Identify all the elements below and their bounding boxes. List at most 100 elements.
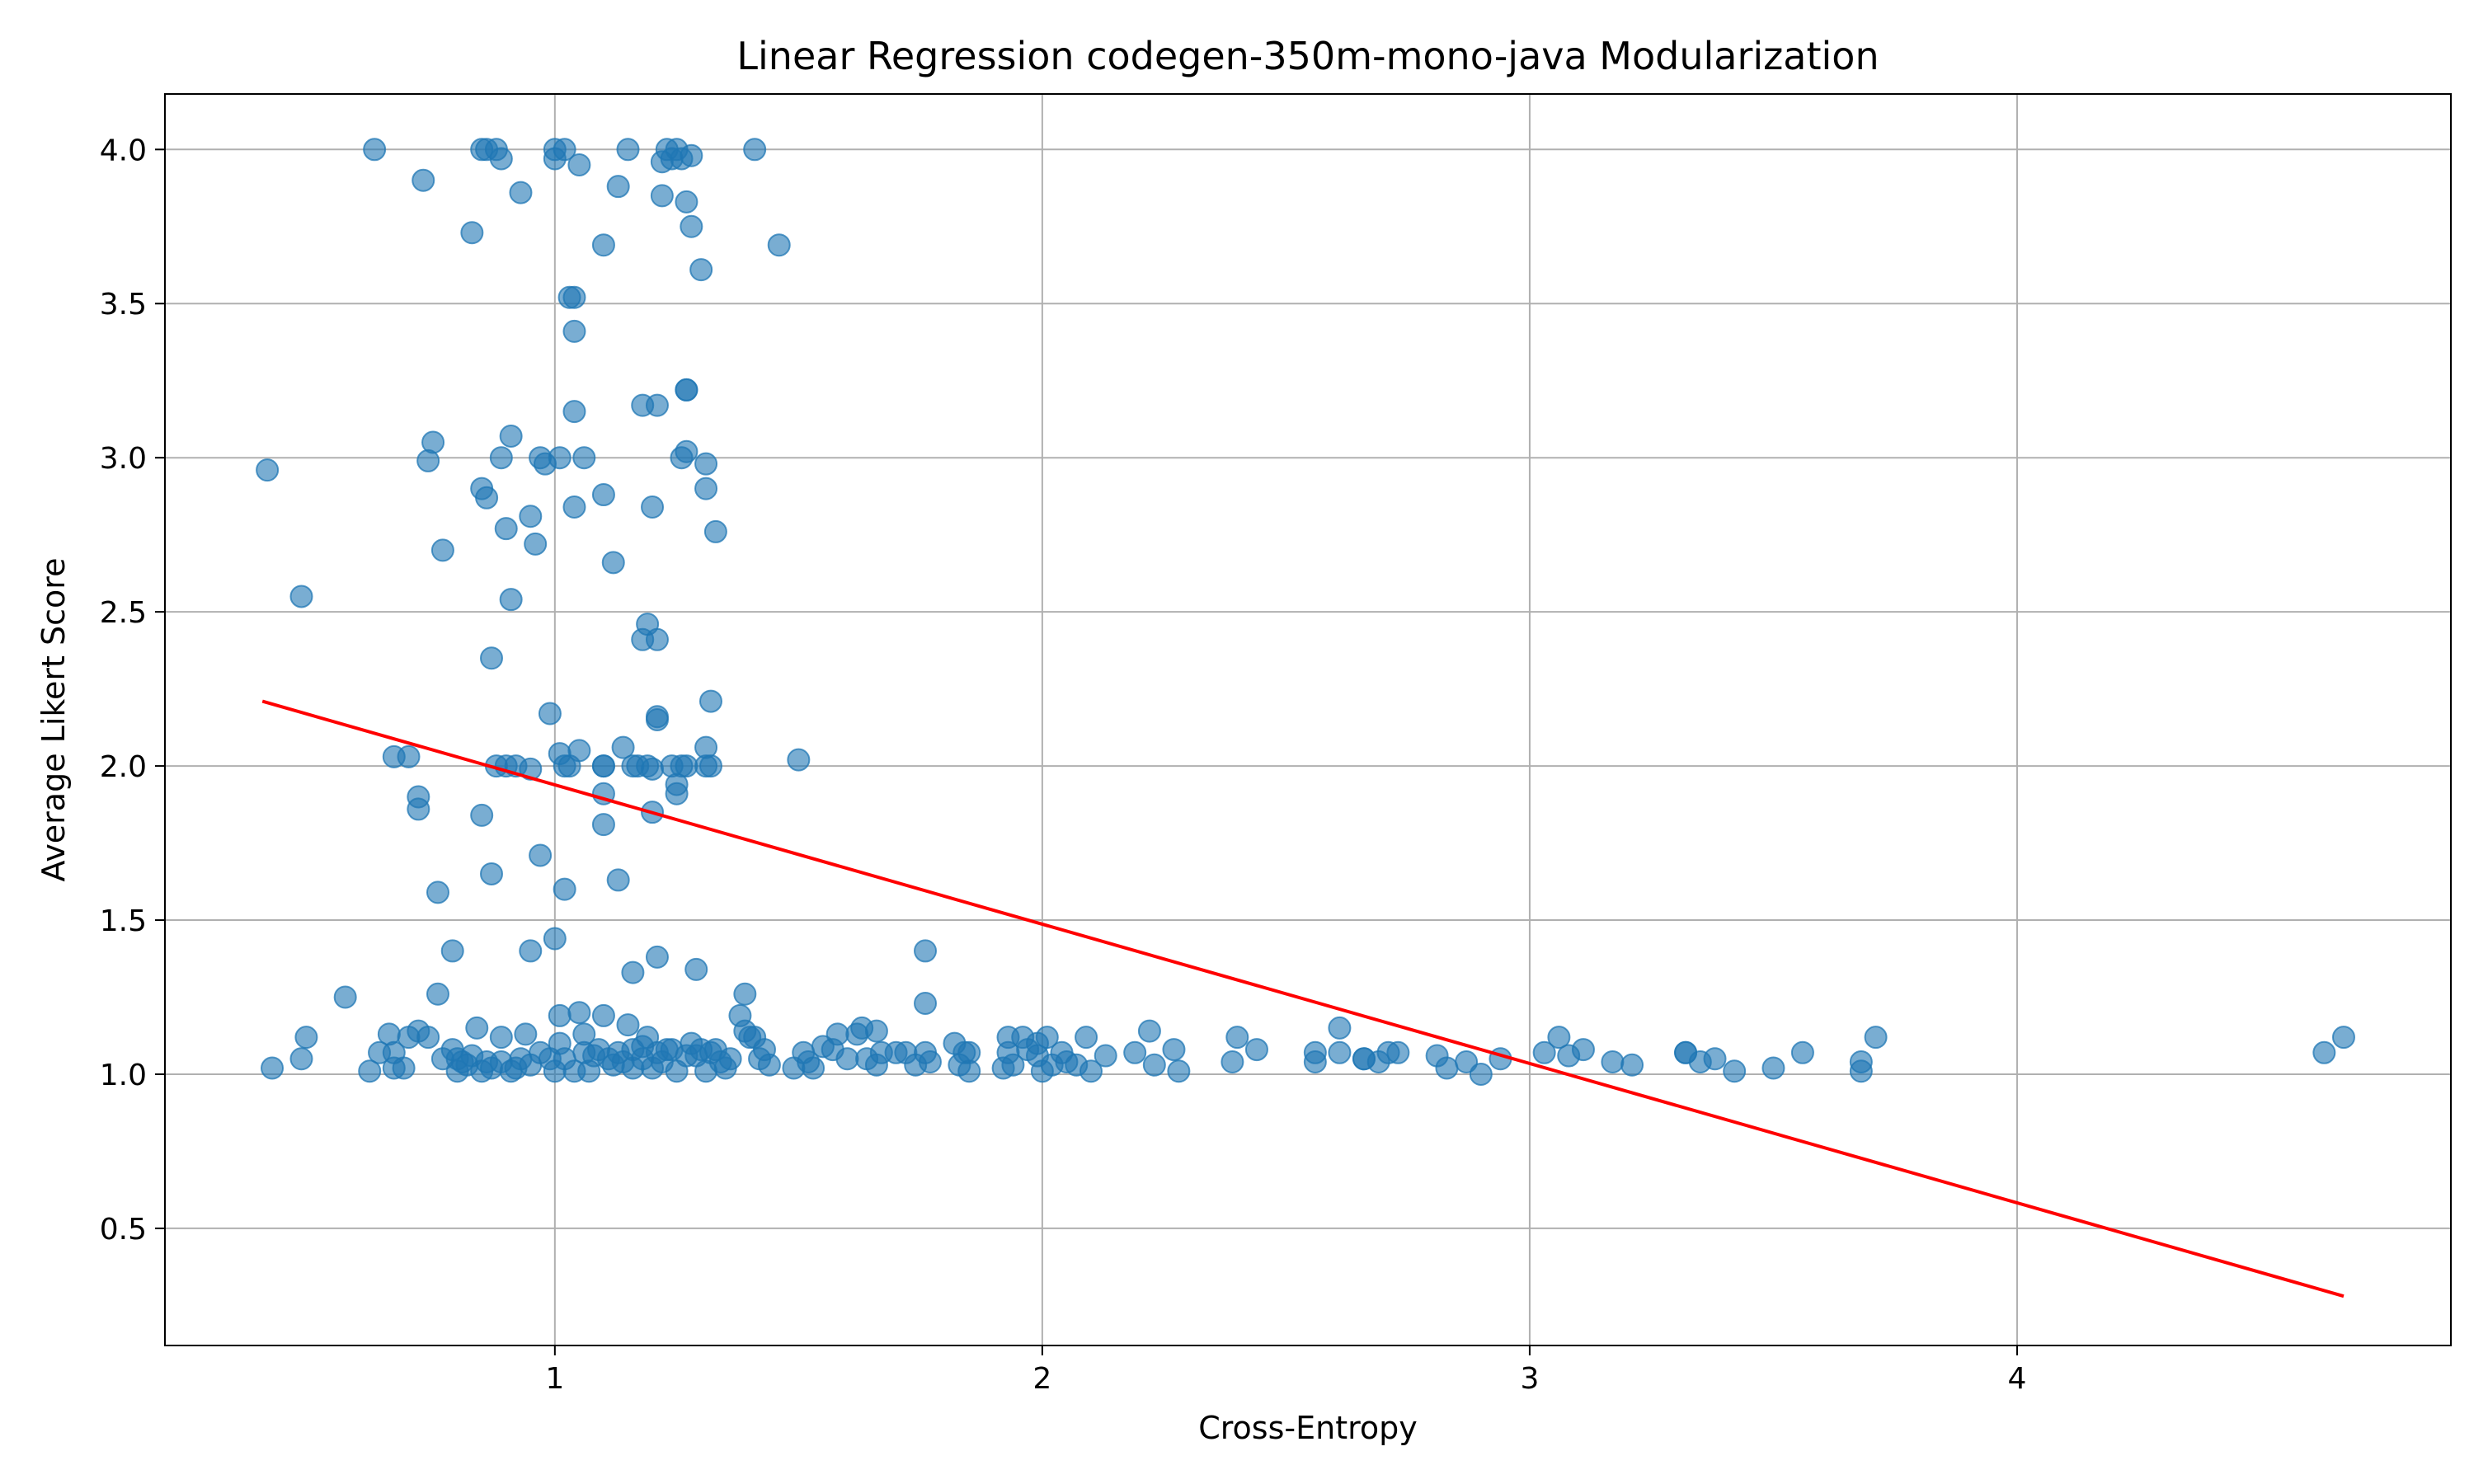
data-point bbox=[1094, 1044, 1117, 1068]
data-point bbox=[416, 1026, 440, 1050]
data-point bbox=[680, 143, 703, 167]
data-point bbox=[519, 939, 543, 963]
data-point bbox=[475, 486, 499, 510]
data-point bbox=[787, 748, 811, 772]
data-point bbox=[645, 705, 669, 729]
data-point bbox=[1849, 1050, 1873, 1074]
data-point bbox=[650, 184, 674, 208]
data-point bbox=[684, 957, 708, 981]
data-point bbox=[1221, 1050, 1244, 1074]
data-point bbox=[689, 258, 713, 282]
data-point bbox=[767, 233, 791, 257]
data-point bbox=[465, 1016, 489, 1040]
data-point bbox=[733, 982, 757, 1006]
data-point bbox=[616, 1013, 640, 1037]
data-point bbox=[1703, 1047, 1727, 1071]
y-tick-label: 3.0 bbox=[100, 442, 147, 476]
data-point bbox=[675, 754, 698, 778]
data-point bbox=[914, 939, 938, 963]
data-point bbox=[802, 1056, 825, 1080]
data-point bbox=[397, 744, 421, 768]
data-point bbox=[548, 446, 571, 470]
data-point bbox=[460, 221, 484, 245]
data-point bbox=[611, 735, 635, 759]
x-axis-ticks: 1 2 3 4 bbox=[545, 1345, 2026, 1396]
data-point bbox=[553, 877, 576, 901]
data-point bbox=[470, 803, 494, 827]
data-point bbox=[1455, 1050, 1479, 1074]
data-point bbox=[1328, 1040, 1352, 1064]
data-point bbox=[825, 1022, 849, 1046]
y-tick-label: 2.0 bbox=[100, 750, 147, 784]
data-point bbox=[358, 1059, 382, 1083]
data-point bbox=[1790, 1040, 1814, 1064]
data-point bbox=[1137, 1019, 1161, 1043]
data-point bbox=[1469, 1062, 1493, 1086]
data-point bbox=[519, 757, 543, 781]
data-point bbox=[743, 138, 767, 162]
data-point bbox=[480, 646, 503, 670]
data-point bbox=[591, 813, 615, 837]
data-point bbox=[675, 439, 698, 463]
data-point bbox=[1225, 1026, 1249, 1050]
data-point bbox=[572, 446, 596, 470]
data-point bbox=[675, 190, 698, 214]
x-tick-label: 1 bbox=[545, 1362, 564, 1396]
data-point bbox=[1167, 1059, 1191, 1083]
data-point bbox=[1761, 1056, 1785, 1080]
data-point bbox=[1123, 1040, 1147, 1064]
data-point bbox=[499, 588, 523, 612]
regression-line-group bbox=[261, 699, 2345, 1298]
data-point bbox=[572, 1022, 596, 1046]
data-point bbox=[1244, 1038, 1268, 1062]
y-tick-label: 2.5 bbox=[100, 596, 147, 630]
data-point bbox=[703, 519, 727, 543]
data-point bbox=[864, 1019, 888, 1043]
data-point bbox=[514, 1022, 538, 1046]
data-point bbox=[494, 517, 518, 541]
data-point bbox=[698, 689, 722, 713]
data-point bbox=[489, 1026, 513, 1050]
data-point bbox=[289, 1047, 313, 1071]
data-point bbox=[591, 1003, 615, 1027]
data-point bbox=[567, 739, 591, 763]
data-point bbox=[601, 551, 625, 575]
data-point bbox=[562, 319, 586, 343]
data-point bbox=[918, 1050, 942, 1074]
data-point bbox=[489, 147, 513, 171]
scatter-points bbox=[256, 138, 2355, 1086]
data-point bbox=[1162, 1038, 1186, 1062]
data-point bbox=[698, 754, 722, 778]
data-point bbox=[1328, 1016, 1352, 1040]
data-point bbox=[1386, 1040, 1410, 1064]
data-point bbox=[1079, 1059, 1103, 1083]
data-point bbox=[1723, 1059, 1747, 1083]
data-point bbox=[567, 153, 591, 176]
data-point bbox=[641, 757, 665, 781]
y-tick-label: 1.0 bbox=[100, 1059, 147, 1092]
data-point bbox=[426, 881, 449, 904]
data-point bbox=[675, 378, 698, 402]
data-point bbox=[1075, 1026, 1098, 1050]
data-point bbox=[645, 945, 669, 969]
data-point bbox=[261, 1056, 285, 1080]
data-point bbox=[499, 425, 523, 448]
y-tick-label: 0.5 bbox=[100, 1213, 147, 1247]
x-tick-label: 3 bbox=[1520, 1362, 1539, 1396]
y-axis-ticks: 0.5 1.0 1.5 2.0 2.5 3.0 3.5 4.0 bbox=[100, 134, 165, 1247]
data-point bbox=[480, 862, 503, 885]
y-axis-label: Average Likert Score bbox=[35, 558, 72, 882]
data-point bbox=[421, 430, 445, 454]
data-point bbox=[489, 446, 513, 470]
data-point bbox=[835, 1047, 859, 1071]
data-point bbox=[524, 532, 548, 556]
data-point bbox=[591, 483, 615, 507]
data-point bbox=[694, 452, 718, 476]
data-point bbox=[1142, 1053, 1166, 1077]
regression-line bbox=[261, 699, 2345, 1298]
data-point bbox=[392, 1056, 416, 1080]
data-point bbox=[333, 985, 357, 1009]
data-point bbox=[1303, 1040, 1327, 1064]
